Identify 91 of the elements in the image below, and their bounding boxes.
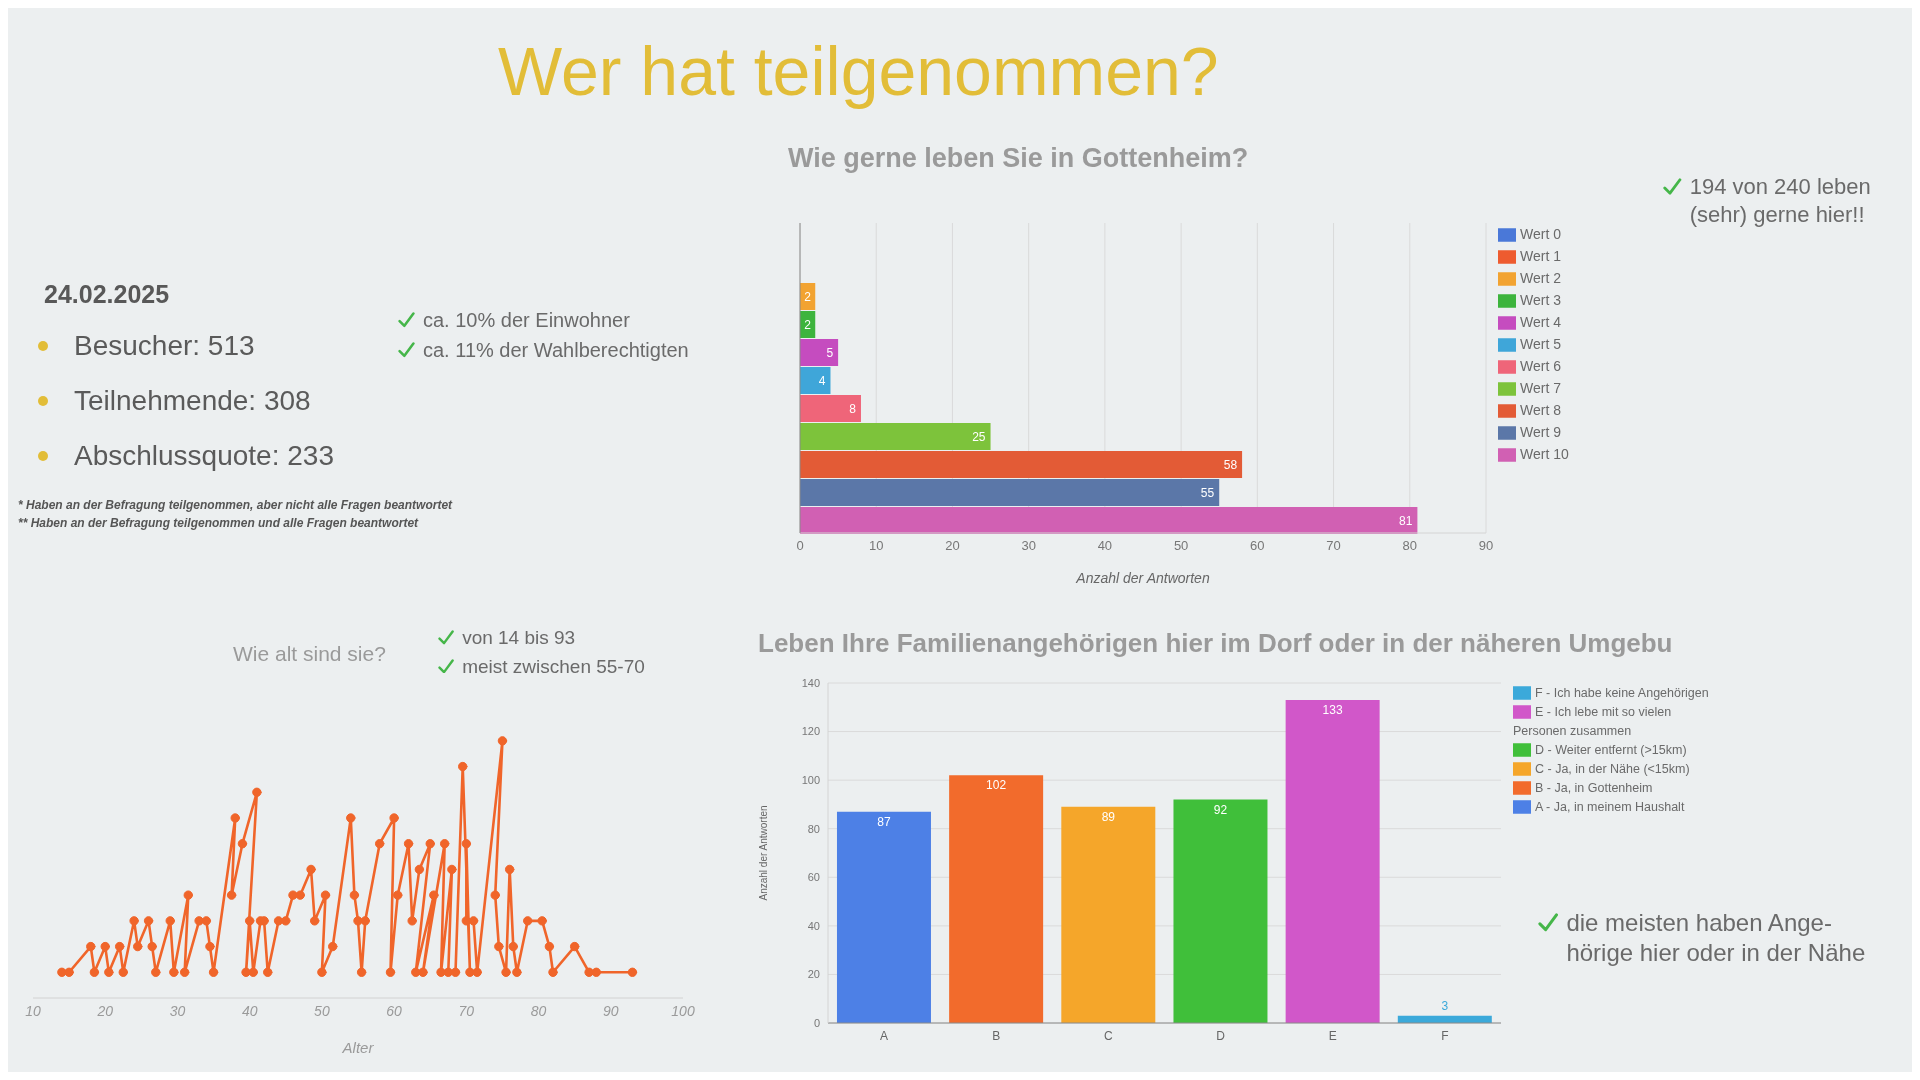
data-label: 87 [877, 814, 891, 829]
y-tick-label: 60 [807, 871, 820, 884]
x-tick-label: 90 [602, 1002, 619, 1019]
x-tick-label: D [1216, 1028, 1226, 1043]
legend-label: E - Ich lebe mit so vielen Personen zusammen [1513, 705, 1672, 738]
legend-label: Wert 0 [1520, 226, 1561, 242]
data-label: 8 [849, 401, 857, 416]
x-tick-label: 70 [458, 1002, 475, 1019]
legend-label: F - Ich habe keine Angehörigen [1535, 686, 1709, 700]
legend-label: Wert 8 [1520, 402, 1561, 418]
bar [800, 479, 1220, 506]
data-label: 55 [1200, 485, 1215, 500]
data-label: 2 [804, 317, 812, 332]
bar [800, 395, 861, 422]
data-label: 25 [972, 429, 986, 444]
x-tick-label: 100 [671, 1002, 695, 1019]
x-tick-label: 30 [1021, 538, 1036, 554]
chart-title: Wie gerne leben Sie in Gottenheim? [788, 143, 1249, 174]
legend-label: C - Ja, in der Nähe (<15km) [1535, 762, 1690, 776]
x-tick-label: 20 [945, 538, 960, 554]
text: die meisten haben Ange- hörige hier oder in der Nähe [1566, 908, 1866, 968]
x-tick-label: 50 [1173, 538, 1189, 554]
y-tick-label: 140 [801, 676, 820, 689]
text: * Haben an der Befragung teilgenommen, aber nicht alle Fragen beantwortet [18, 498, 453, 512]
x-tick-label: 80 [530, 1002, 547, 1019]
legend-label: Wert 7 [1520, 380, 1561, 396]
y-tick-label: 120 [801, 725, 820, 738]
y-tick-label: 80 [807, 822, 820, 835]
x-tick-label: 40 [241, 1002, 258, 1019]
legend-label: Wert 10 [1520, 446, 1569, 462]
text: Besucher: 513 [74, 330, 255, 362]
bar [800, 507, 1418, 534]
legend-label: Wert 5 [1520, 336, 1561, 352]
data-label: 102 [986, 778, 1007, 793]
x-tick-label: 60 [386, 1002, 403, 1019]
x-tick-label: 80 [1402, 538, 1418, 554]
y-tick-label: 100 [801, 774, 820, 787]
legend-label: A - Ja, in meinem Haushalt [1535, 800, 1685, 814]
x-tick-label: B [992, 1028, 1001, 1043]
bar [800, 367, 831, 394]
x-tick-label: 30 [169, 1002, 186, 1019]
legend-label: Wert 6 [1520, 358, 1561, 374]
data-label: 81 [1399, 513, 1413, 528]
text: ** Haben an der Befragung teilgenommen und alle Fragen beantwortet [18, 516, 419, 530]
x-axis-title: Alter [341, 1039, 375, 1056]
x-tick-label: 10 [25, 1002, 41, 1019]
legend-label: Wert 3 [1520, 292, 1561, 308]
x-axis-title: Anzahl der Antworten [1075, 570, 1210, 586]
y-axis-title: Anzahl der Antworten [757, 805, 769, 901]
data-label: 2 [804, 289, 812, 304]
x-tick-label: C [1104, 1028, 1114, 1043]
x-tick-label: F [1441, 1028, 1449, 1043]
text: Abschlussquote: 233 [74, 440, 334, 472]
x-tick-label: 50 [314, 1002, 330, 1019]
y-tick-label: 20 [807, 968, 820, 981]
bar [800, 423, 991, 450]
chart-title: Wie alt sind sie? [233, 642, 386, 666]
chart-title: Leben Ihre Familienangehörigen hier im Dorf oder in der näheren Umgebu [758, 628, 1673, 659]
y-tick-label: 40 [807, 919, 820, 932]
x-tick-label: E [1328, 1028, 1337, 1043]
data-label: 133 [1322, 703, 1343, 717]
text: 194 von 240 leben (sehr) gerne hier!! [1689, 173, 1872, 228]
legend-label: Wert 1 [1520, 248, 1561, 264]
legend-label: Wert 2 [1520, 270, 1561, 286]
text: meist zwischen 55-70 [462, 654, 645, 679]
x-tick-label: 90 [1478, 538, 1494, 554]
x-tick-label: 70 [1326, 538, 1341, 554]
data-label: 92 [1213, 802, 1228, 817]
legend-label: D - Weiter entfernt (>15km) [1535, 743, 1687, 757]
bar [800, 451, 1243, 478]
legend-label: B - Ja, in Gottenheim [1535, 781, 1653, 795]
data-label: 4 [818, 373, 826, 388]
text: Teilnehmende: 308 [74, 385, 311, 417]
x-tick-label: 10 [868, 538, 884, 554]
x-tick-label: 20 [96, 1002, 114, 1019]
text: 24.02.2025 [44, 280, 170, 309]
text: Wer hat teilgenommen? [498, 32, 1219, 110]
text: ca. 10% der Einwohner [423, 308, 630, 333]
data-label: 58 [1223, 457, 1238, 472]
bar [800, 339, 839, 366]
data-label: 89 [1101, 809, 1116, 824]
y-tick-label: 0 [813, 1016, 820, 1029]
text: von 14 bis 93 [462, 626, 576, 650]
data-label: 3 [1441, 998, 1449, 1013]
x-tick-label: A [880, 1028, 889, 1043]
text: ca. 11% der Wahlberechtigten [423, 338, 689, 363]
legend-label: Wert 4 [1520, 314, 1561, 330]
x-tick-label: 40 [1097, 538, 1113, 554]
legend-label: Wert 9 [1520, 424, 1561, 440]
data-label: 5 [826, 345, 834, 360]
x-tick-label: 60 [1250, 538, 1265, 554]
